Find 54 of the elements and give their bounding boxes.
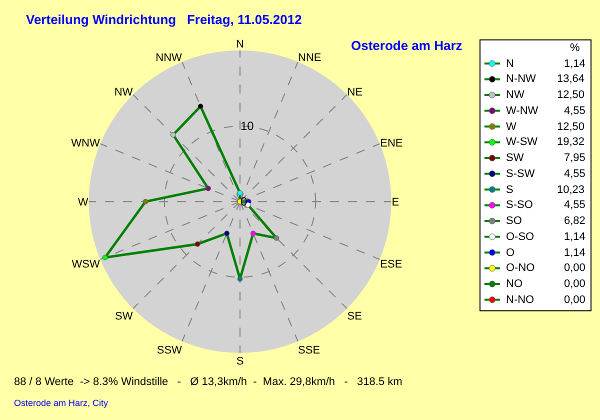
- category-label: W-SW: [506, 136, 538, 148]
- text: %: [570, 42, 580, 54]
- text: Osterode am Harz, City: [14, 398, 109, 408]
- text: 1,14: [564, 231, 586, 243]
- spoke-label: NNW: [156, 52, 183, 64]
- category-label: S-SW: [506, 168, 536, 180]
- spoke-label: WSW: [72, 258, 100, 270]
- text: 12,50: [557, 89, 585, 101]
- category-label: NW: [506, 89, 525, 101]
- spoke-label: SSE: [298, 344, 320, 356]
- spoke-label: N: [236, 38, 244, 51]
- text: 13,64: [557, 73, 585, 85]
- text: 0,00: [564, 278, 586, 290]
- text: 19,32: [557, 136, 585, 148]
- category-label: O: [506, 247, 515, 259]
- category-label: W-NW: [506, 105, 539, 117]
- text: 4,55: [564, 105, 586, 117]
- text: 0,00: [564, 294, 586, 306]
- category-label: NO: [506, 278, 523, 290]
- category-label: O-NO: [506, 262, 536, 274]
- spoke-label: S: [236, 355, 244, 368]
- spoke-label: WNW: [71, 137, 100, 150]
- text: 0,00: [564, 262, 586, 274]
- text: 1,14: [564, 58, 586, 70]
- category-label: O-SO: [506, 231, 535, 243]
- chart-subtitle: Osterode am Harz: [351, 38, 463, 53]
- category-label: W: [506, 121, 517, 133]
- spoke-label: NW: [114, 86, 134, 98]
- spoke-label: ESE: [380, 258, 402, 270]
- spoke-label: NE: [347, 86, 363, 98]
- category-label: S: [506, 184, 514, 196]
- text: 10,23: [557, 184, 585, 196]
- text: 88 / 8 Werte -> 8.3% Windstille - Ø 13,3km/h - Max. 29,8km/h - 318.5 km: [14, 376, 402, 388]
- spoke-label: ENE: [380, 137, 403, 150]
- category-label: SW: [506, 152, 524, 164]
- category-label: N-NO: [506, 294, 535, 306]
- text: 7,95: [564, 152, 586, 164]
- spoke-label: NNE: [298, 52, 322, 64]
- y-tick-label: 10: [240, 118, 254, 133]
- text: 1,14: [564, 247, 586, 259]
- spoke-label: SSW: [156, 344, 183, 356]
- category-label: SO: [506, 215, 522, 227]
- category-label: S-SO: [506, 199, 534, 211]
- spoke-label: SW: [115, 310, 134, 322]
- spoke-label: E: [392, 196, 400, 208]
- text: 12,50: [557, 121, 585, 133]
- text: 4,55: [564, 199, 586, 211]
- chart-title: Verteilung Windrichtung Freitag, 11.05.2012: [26, 12, 302, 27]
- category-label: N: [506, 58, 514, 70]
- spoke-label: W: [78, 196, 89, 208]
- spoke-label: SE: [347, 310, 362, 322]
- text: 6,82: [564, 215, 586, 227]
- category-label: N-NW: [506, 73, 537, 85]
- text: 4,55: [564, 168, 586, 180]
